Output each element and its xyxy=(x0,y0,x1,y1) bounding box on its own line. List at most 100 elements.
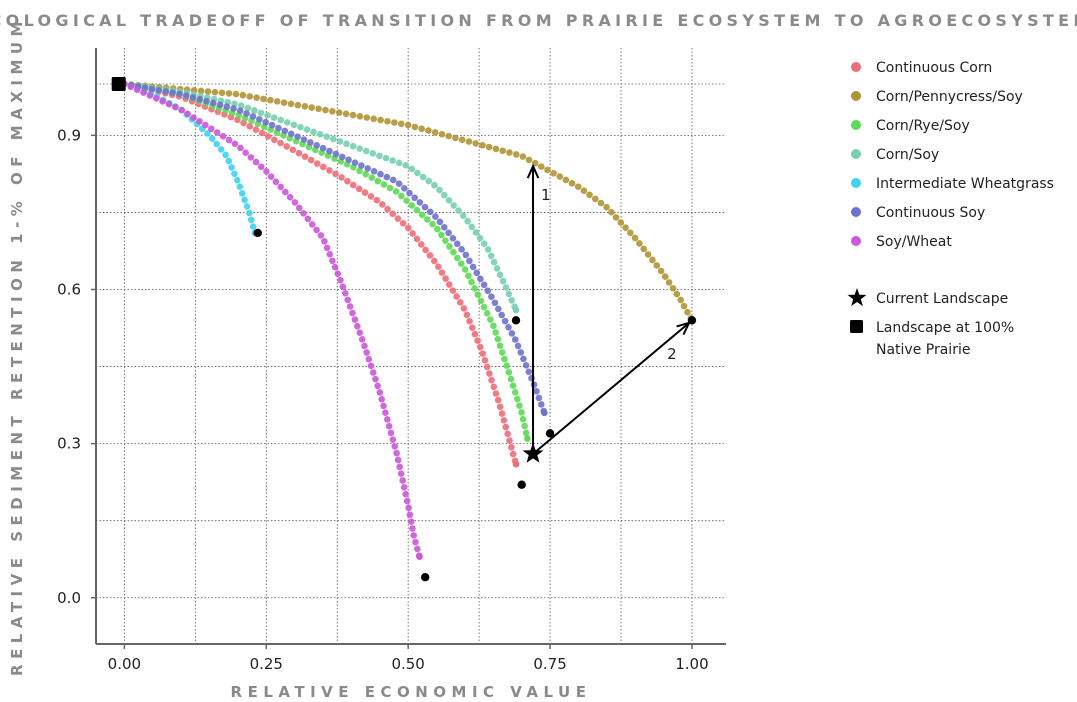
data-point xyxy=(378,395,385,403)
data-point xyxy=(460,305,468,312)
data-point xyxy=(508,444,515,451)
data-point xyxy=(468,278,475,286)
data-point xyxy=(127,83,135,91)
data-point xyxy=(424,216,431,223)
data-point xyxy=(337,276,344,284)
data-point xyxy=(449,235,457,242)
data-point xyxy=(394,456,402,464)
axes xyxy=(95,48,726,645)
data-point xyxy=(501,355,508,363)
data-point xyxy=(184,110,191,118)
data-point xyxy=(369,150,377,157)
data-point xyxy=(172,103,179,111)
legend-swatch xyxy=(851,62,861,72)
data-point xyxy=(275,124,282,132)
grid-lines xyxy=(96,48,726,644)
data-point xyxy=(653,262,661,269)
data-point xyxy=(349,309,356,317)
data-point xyxy=(465,272,472,280)
data-point xyxy=(399,219,407,227)
data-point xyxy=(396,463,403,471)
data-point xyxy=(522,429,530,437)
data-point xyxy=(487,252,495,260)
data-point xyxy=(455,207,462,214)
special-markers xyxy=(111,76,544,463)
data-point xyxy=(330,135,337,143)
data-point xyxy=(541,409,548,417)
data-point xyxy=(291,199,299,206)
data-point xyxy=(315,105,322,113)
data-point xyxy=(382,409,389,416)
data-point xyxy=(273,98,281,105)
data-point xyxy=(449,287,457,294)
legend-label: Corn/Pennycress/Soy xyxy=(876,89,1023,105)
data-point xyxy=(364,165,372,172)
series-soy-wheat xyxy=(121,80,430,582)
data-point xyxy=(490,258,498,266)
data-point xyxy=(236,183,244,191)
data-point xyxy=(416,553,423,560)
legend-item: Corn/Pennycress/Soy xyxy=(851,89,1023,105)
data-point xyxy=(249,113,257,120)
data-point xyxy=(207,125,215,133)
data-point xyxy=(458,136,466,144)
data-point xyxy=(410,532,418,539)
data-point xyxy=(512,151,520,158)
data-point xyxy=(490,322,497,330)
data-point xyxy=(294,133,301,140)
data-point xyxy=(517,349,525,356)
data-point xyxy=(363,114,371,121)
data-point xyxy=(550,169,557,177)
data-point xyxy=(483,310,491,317)
data-point xyxy=(454,254,461,262)
data-point xyxy=(361,189,369,196)
data-point xyxy=(480,303,488,311)
data-point xyxy=(516,402,523,410)
data-point xyxy=(283,119,291,126)
data-point xyxy=(496,271,504,279)
data-point xyxy=(411,194,418,202)
data-point xyxy=(244,104,252,112)
data-point xyxy=(502,423,510,431)
data-point xyxy=(586,191,593,199)
data-point xyxy=(471,284,478,292)
data-point xyxy=(368,174,376,181)
data-point xyxy=(640,245,648,253)
data-point xyxy=(310,128,317,136)
data-point xyxy=(562,176,570,184)
data-point xyxy=(239,91,247,99)
data-point xyxy=(403,497,411,505)
legend-item: Corn/Rye/Soy xyxy=(851,118,970,134)
y-axis-title: RELATIVE SEDIMENT RETENTION 1-% OF MAXIM… xyxy=(8,16,26,676)
data-point xyxy=(493,265,501,272)
legend-swatch xyxy=(851,149,861,159)
x-tick-labels: 0.00 0.25 0.50 0.75 1.00 xyxy=(108,644,709,673)
data-point xyxy=(507,375,515,383)
legend-star-icon xyxy=(847,288,867,307)
data-point xyxy=(351,159,359,166)
data-point xyxy=(509,382,517,389)
data-point xyxy=(468,223,476,231)
data-point xyxy=(169,89,176,96)
data-point xyxy=(480,240,488,248)
data-point xyxy=(307,156,315,164)
data-point xyxy=(313,226,320,234)
data-point xyxy=(421,203,429,211)
data-point xyxy=(442,275,449,282)
data-point xyxy=(445,196,453,204)
data-point xyxy=(617,219,625,226)
data-point xyxy=(289,146,297,154)
data-point xyxy=(453,293,460,300)
data-point xyxy=(436,218,444,226)
data-point xyxy=(358,162,365,169)
legend-swatch xyxy=(851,178,861,188)
data-point xyxy=(408,202,416,209)
series-endpoint xyxy=(517,480,526,489)
data-point xyxy=(479,141,486,149)
data-point xyxy=(338,174,345,181)
x-tick-label: 0.00 xyxy=(108,655,141,673)
data-point xyxy=(287,100,295,108)
data-point xyxy=(501,317,509,325)
data-point xyxy=(440,191,448,199)
data-point xyxy=(213,140,220,148)
